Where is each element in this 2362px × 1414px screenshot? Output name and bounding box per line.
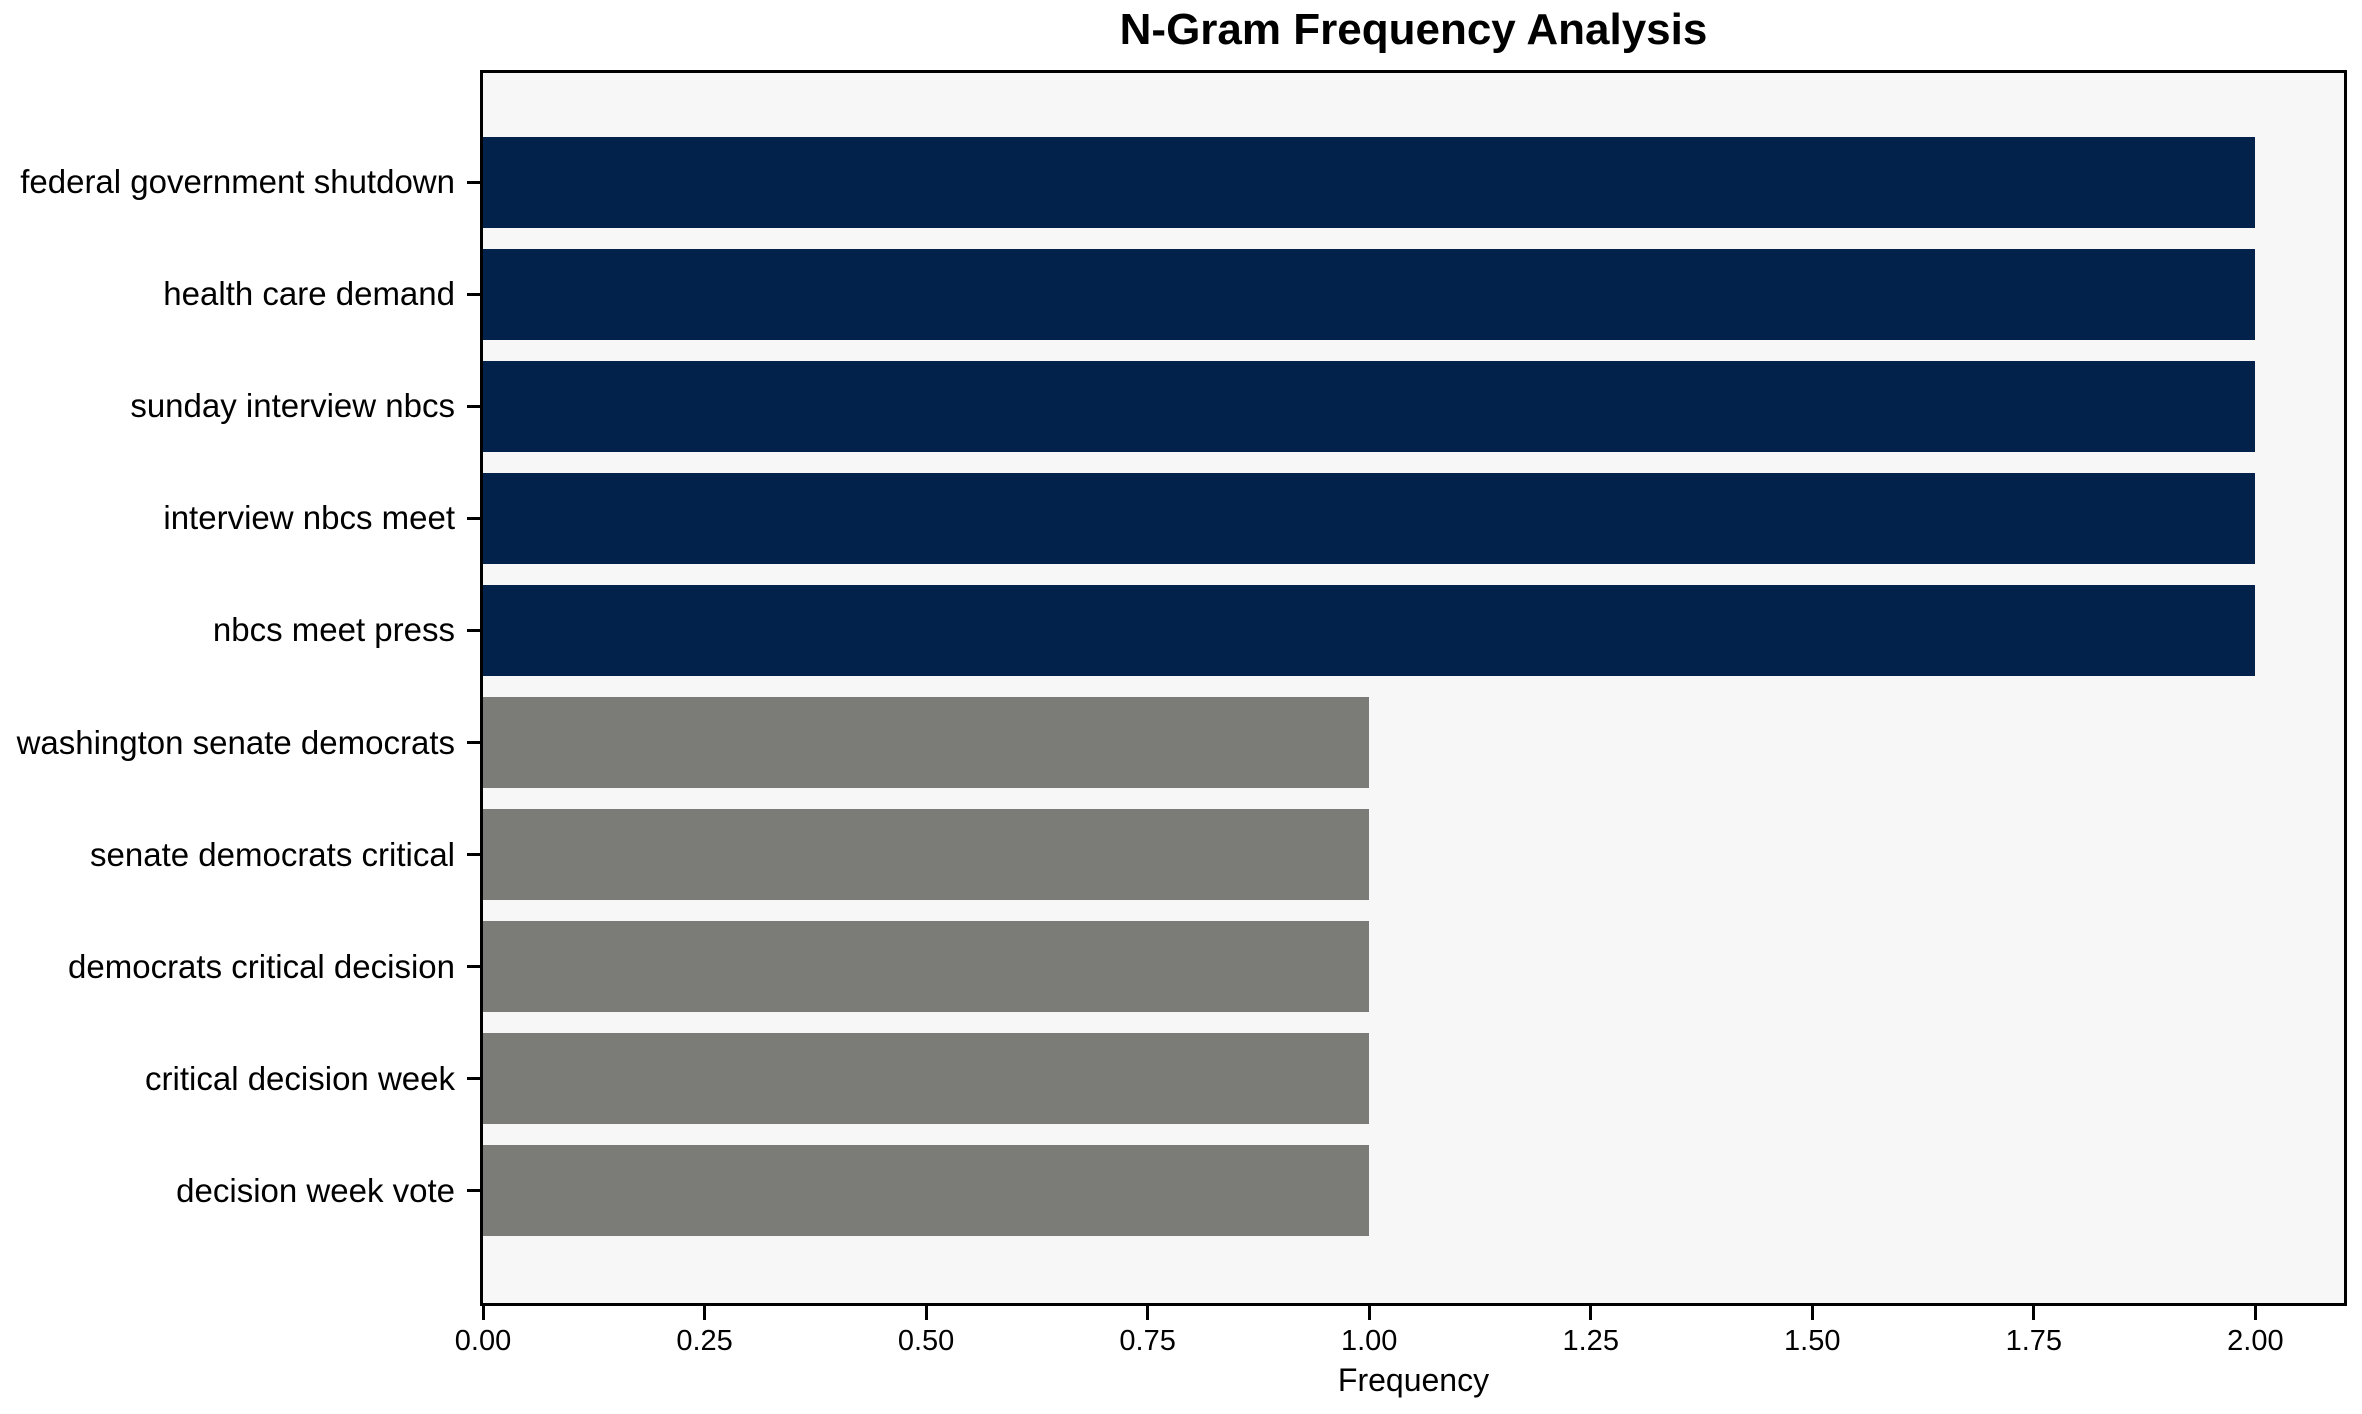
bar (483, 248, 2256, 340)
x-tick-label: 0.25 (676, 1325, 733, 1357)
bar (483, 584, 2256, 676)
x-tick (481, 1306, 485, 1320)
y-tick (467, 1189, 482, 1193)
bar (483, 136, 2256, 228)
y-tick-label: critical decision week (145, 1059, 455, 1097)
y-tick (467, 741, 482, 745)
y-tick-label: interview nbcs meet (163, 499, 455, 537)
y-tick (467, 853, 482, 857)
y-tick-label: washington senate democrats (16, 723, 455, 761)
y-tick-label: sunday interview nbcs (130, 387, 455, 425)
bar (483, 472, 2256, 564)
y-tick-label: democrats critical decision (68, 947, 455, 985)
x-tick (2032, 1306, 2036, 1320)
x-tick-label: 1.75 (2005, 1325, 2063, 1357)
y-tick (467, 965, 482, 969)
bar (483, 697, 1370, 789)
bar (483, 809, 1370, 901)
y-tick-label: federal government shutdown (20, 163, 455, 201)
x-axis-title: Frequency (1337, 1362, 1490, 1398)
bar (483, 1145, 1370, 1237)
x-tick (924, 1306, 928, 1320)
x-tick (703, 1306, 707, 1320)
x-tick-label: 1.00 (1340, 1325, 1398, 1357)
x-tick-label: 1.50 (1784, 1325, 1841, 1357)
x-tick (1589, 1306, 1593, 1320)
x-tick (2253, 1306, 2257, 1320)
bar (483, 360, 2256, 452)
x-tick-label: 1.25 (1562, 1325, 1619, 1357)
chart-title: N-Gram Frequency Analysis (1119, 5, 1708, 54)
x-tick-label: 0.75 (1119, 1325, 1176, 1357)
y-tick (467, 1077, 482, 1081)
x-tick-label: 2.00 (2227, 1325, 2284, 1357)
y-tick (467, 180, 482, 184)
y-tick-label: health care demand (163, 275, 455, 313)
x-tick-label: 0.50 (897, 1325, 955, 1357)
y-tick (467, 516, 482, 520)
x-tick (1146, 1306, 1150, 1320)
y-tick (467, 628, 482, 632)
y-tick-label: senate democrats critical (90, 835, 455, 873)
y-tick-label: decision week vote (176, 1171, 455, 1209)
x-tick (1810, 1306, 1814, 1320)
x-tick (1367, 1306, 1371, 1320)
y-tick (467, 404, 482, 408)
y-tick (467, 292, 482, 296)
y-tick-label: nbcs meet press (212, 611, 455, 649)
bar (483, 1033, 1370, 1125)
x-tick-label: 0.00 (454, 1325, 512, 1357)
plot-area (480, 70, 2347, 1306)
bar (483, 921, 1370, 1013)
